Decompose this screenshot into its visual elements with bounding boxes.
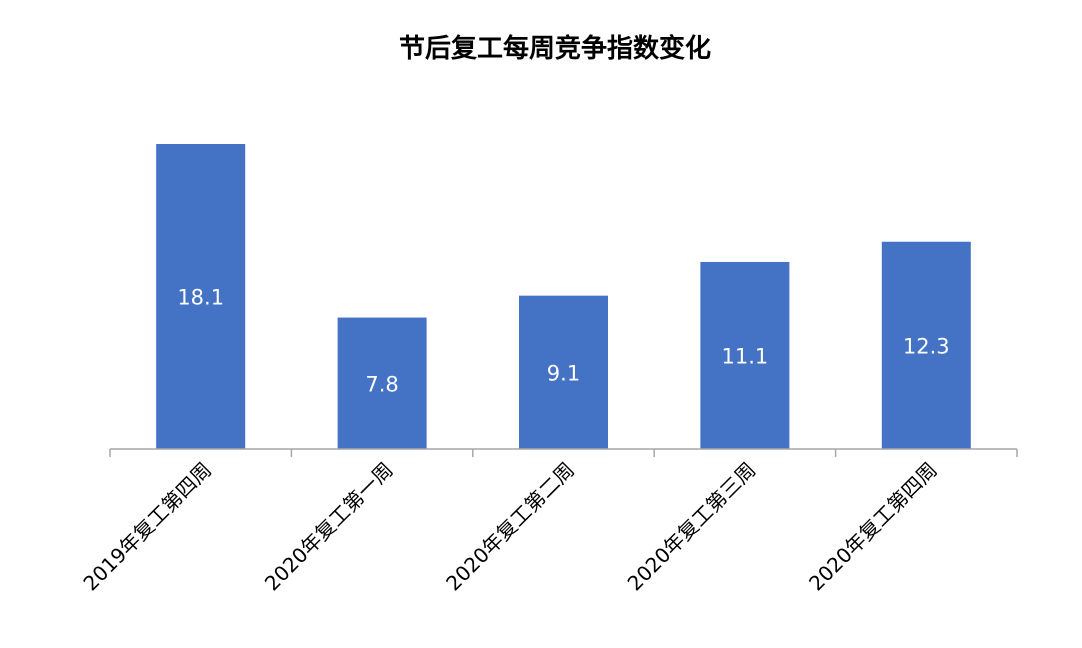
bar [700, 261, 790, 449]
x-axis [109, 448, 1018, 457]
x-tick-labels: 2019年复工第四周 2020年复工第一周 2020年复工第二周 2020年复工第三周… [78, 458, 941, 596]
data-label: 9.1 [547, 361, 580, 385]
data-label: 7.8 [365, 372, 398, 396]
x-tick-label: 2020年复工第四周 [804, 458, 942, 596]
data-label: 12.3 [903, 334, 950, 358]
data-label: 18.1 [177, 286, 224, 310]
bar [337, 317, 427, 449]
bars-layer [156, 144, 971, 449]
chart-title: 节后复工每周竞争指数变化 [399, 33, 711, 64]
x-tick-label: 2019年复工第四周 [78, 458, 216, 596]
bar [519, 295, 608, 449]
x-tick-label: 2020年复工第三周 [623, 458, 761, 596]
data-labels: 18.1 7.8 9.1 11.1 12.3 [177, 286, 949, 397]
data-label: 11.1 [722, 344, 769, 368]
x-tick-label: 2020年复工第二周 [441, 458, 579, 596]
x-tick-label: 2020年复工第一周 [260, 458, 398, 596]
bar [881, 241, 971, 449]
bar [156, 144, 246, 449]
